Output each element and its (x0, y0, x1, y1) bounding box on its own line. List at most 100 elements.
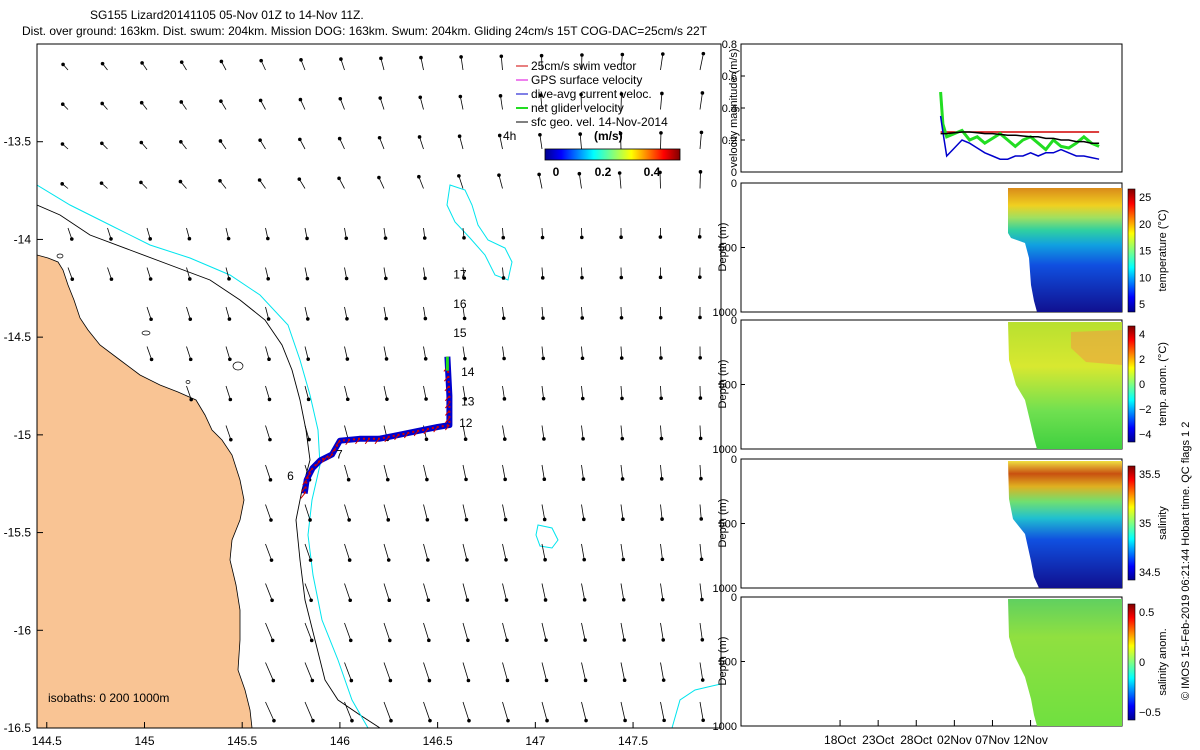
legend-sfc-geo: sfc geo. vel. 14-Nov-2014 (531, 115, 668, 129)
current-vector (379, 137, 385, 150)
current-vector (186, 385, 192, 400)
current-vector-head (582, 598, 587, 602)
depth-tick-label: 500 (719, 243, 737, 255)
current-vector (344, 346, 348, 360)
current-vector-head (541, 396, 546, 401)
date-tick-label: 02Nov (937, 733, 972, 747)
current-vector-head (505, 638, 509, 643)
current-vector-head (620, 436, 625, 441)
map-xtick-label: 145 (134, 734, 154, 748)
current-vector-head (659, 477, 664, 481)
current-vector-head (458, 94, 463, 99)
current-vector-head (462, 236, 466, 240)
colorbar-tick-label: 2 (1139, 354, 1145, 366)
current-vector-head (659, 131, 663, 135)
current-vector (299, 139, 306, 150)
current-vector (502, 464, 506, 480)
current-vector (225, 306, 230, 320)
swim-vector (327, 454, 333, 460)
figure-subtitle: Dist. over ground: 163km. Dist. swum: 20… (22, 24, 708, 38)
colorbar-tick-label: −4 (1139, 429, 1152, 441)
depth-ylabel: Depth (m) (717, 499, 729, 548)
temp-anom-colorbar (1127, 325, 1136, 443)
current-vector-head (388, 678, 393, 683)
legend-dac: dive-avg current veloc. (531, 87, 652, 101)
map-xtick-label: 146.5 (423, 734, 453, 748)
current-vector-head (425, 477, 429, 482)
current-vector-head (542, 437, 546, 441)
current-vector-head (465, 558, 469, 562)
current-vector (344, 662, 352, 681)
current-vector-head (423, 316, 428, 321)
current-vector-head (660, 91, 664, 96)
current-vector-head (661, 678, 666, 682)
current-vector (344, 267, 348, 279)
legend-4h: 4h (503, 129, 516, 143)
figure-title: SG155 Lizard20141105 05-Nov 01Z to 14-No… (90, 8, 364, 22)
current-vector-head (179, 60, 184, 64)
current-vector-head (350, 718, 354, 723)
salinity-colorbar (1127, 465, 1136, 581)
current-vector (500, 56, 503, 71)
current-vector-head (188, 357, 193, 362)
current-vector (660, 504, 663, 520)
colorbar-tick-label: 35 (1139, 518, 1151, 530)
swim-vector (444, 410, 450, 416)
depth-tick-label: 0 (731, 592, 737, 604)
current-vector (265, 662, 274, 681)
current-vector-head (465, 598, 470, 602)
current-vector-head (464, 517, 469, 522)
current-vector-head (621, 557, 626, 562)
swim-vector (321, 457, 327, 463)
current-vector-head (269, 518, 273, 522)
current-vector-head (423, 357, 428, 361)
current-vector (304, 504, 311, 521)
current-vector-head (619, 356, 624, 360)
current-vector (265, 267, 269, 279)
current-vector-head (504, 598, 509, 602)
current-vector-head (60, 182, 64, 186)
current-vector-head (149, 317, 153, 322)
current-vector (146, 306, 152, 320)
current-vector (502, 346, 505, 359)
current-vector-head (339, 57, 343, 61)
current-vector (620, 464, 623, 480)
map-xtick-label: 147.5 (618, 734, 648, 748)
current-vector (339, 138, 345, 150)
current-vector-head (506, 718, 510, 723)
date-tick-label: 23Oct (862, 733, 895, 747)
current-vector-head (662, 718, 666, 723)
isobath-1000m (37, 184, 369, 728)
swim-vector (301, 486, 307, 492)
current-vector-head (344, 276, 349, 281)
current-vector (383, 385, 388, 400)
current-vector (265, 583, 273, 601)
current-vector (620, 583, 625, 600)
depth-tick-label: 1000 (713, 583, 737, 595)
current-vector-head (219, 59, 224, 64)
current-vector (462, 306, 465, 319)
swim-vector (364, 438, 370, 445)
current-vector-head (377, 175, 381, 180)
current-vector-head (109, 277, 114, 281)
current-vector (186, 306, 191, 320)
current-vector-head (389, 718, 393, 723)
depth-tick-label: 0 (731, 315, 737, 327)
current-vector-head (337, 136, 342, 141)
current-vector-head (580, 53, 584, 57)
current-vector (419, 136, 424, 150)
colorbar-tick: 0.4 (644, 165, 661, 179)
current-vector-head (463, 356, 467, 361)
current-vector (423, 464, 428, 480)
map-colorbar (544, 148, 681, 161)
current-vector (699, 425, 702, 439)
current-vector-head (462, 276, 467, 280)
swim-vector (394, 434, 399, 441)
current-vector-head (267, 397, 272, 402)
current-vector-head (499, 54, 504, 59)
current-vector-head (619, 316, 624, 320)
current-vector (383, 662, 391, 681)
current-vector (660, 93, 663, 110)
current-vector-head (544, 638, 548, 642)
current-vector (304, 701, 314, 721)
